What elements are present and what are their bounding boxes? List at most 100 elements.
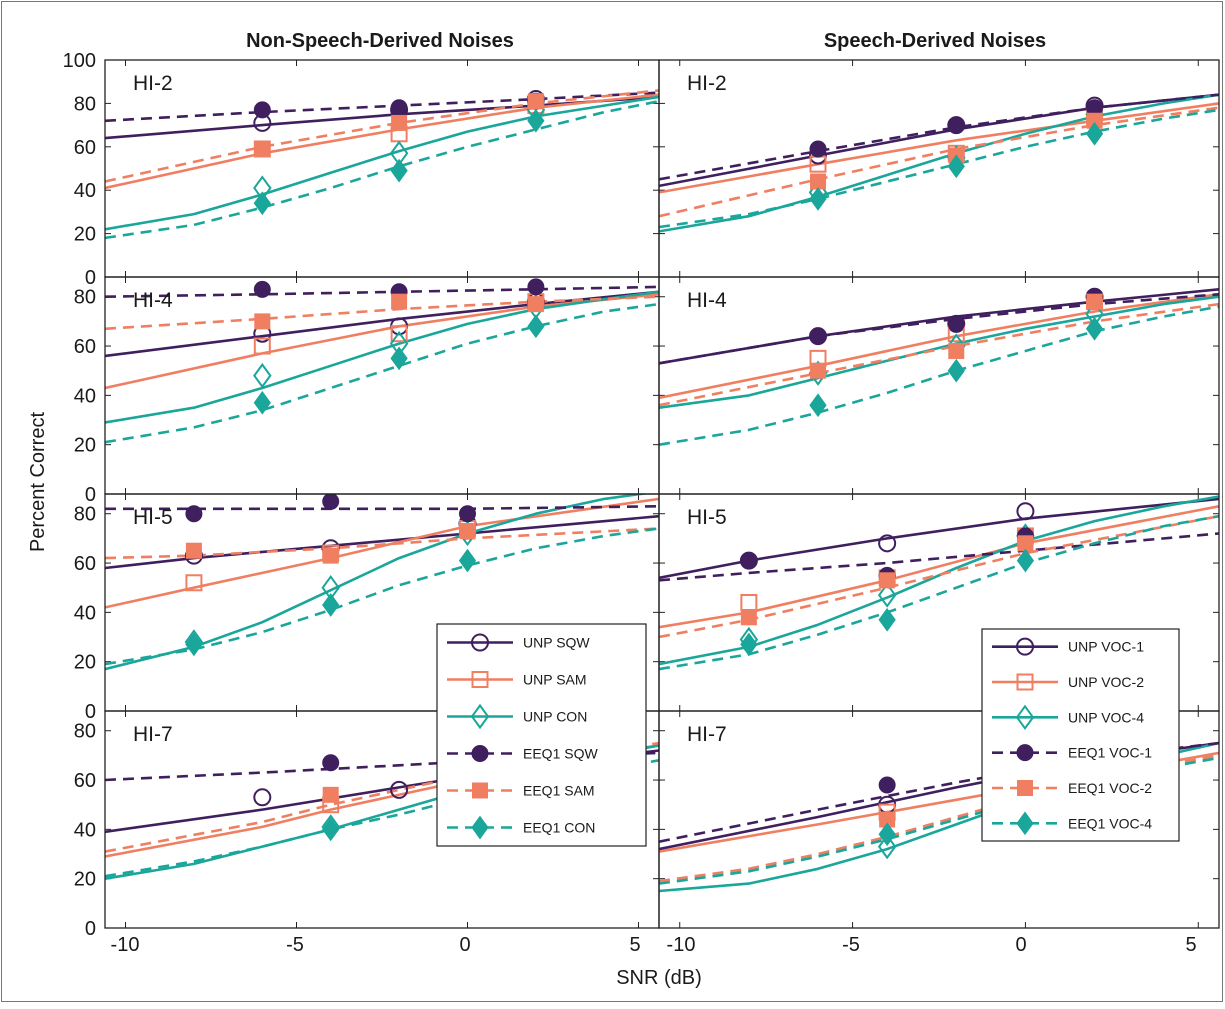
legend-label: UNP SQW <box>523 635 590 651</box>
panel-markers <box>253 278 546 415</box>
data-point <box>253 788 272 807</box>
data-point <box>391 293 408 310</box>
data-point <box>527 93 544 110</box>
legend-marker <box>470 703 490 730</box>
data-point <box>390 346 408 371</box>
x-tick-label: -10 <box>667 934 696 956</box>
y-tick-label: 80 <box>74 93 96 115</box>
data-point <box>809 393 827 418</box>
y-tick-label: 20 <box>74 224 96 246</box>
data-point <box>947 315 965 333</box>
fit-line-eeq1-voc-2 <box>659 302 1219 407</box>
legend-label: EEQ1 VOC-4 <box>1068 815 1152 831</box>
y-tick-label: 100 <box>63 50 96 72</box>
data-point <box>253 337 271 355</box>
panel-label: HI-5 <box>687 506 727 529</box>
data-point <box>459 522 476 539</box>
data-point <box>947 154 965 179</box>
panel-label: HI-2 <box>687 72 727 95</box>
legend-marker <box>471 671 489 688</box>
data-point <box>1085 121 1104 146</box>
legend-label: UNP VOC-2 <box>1068 674 1144 690</box>
data-point <box>254 313 271 330</box>
data-point <box>390 325 408 343</box>
panel-label: HI-4 <box>133 289 173 312</box>
data-point <box>1017 535 1034 552</box>
panel-label: HI-5 <box>133 506 173 529</box>
legend-marker <box>1017 780 1033 796</box>
legend-non-speech: UNP SQW UNP SAM UNP CON EEQ1 SQW EEQ1 SAM EEQ… <box>436 623 647 847</box>
y-tick-label: 60 <box>74 137 96 159</box>
panel-hi-4-speech <box>659 287 1219 446</box>
legend-label: EEQ1 SQW <box>523 746 598 762</box>
column-title-left: Non-Speech-Derived Noises <box>246 30 514 52</box>
data-point <box>809 327 827 345</box>
data-point <box>878 534 897 553</box>
legend-label: UNP VOC-1 <box>1068 639 1144 655</box>
panel-markers <box>808 96 1104 211</box>
panel-hi-2-non-speech <box>105 89 659 240</box>
data-point <box>810 362 827 379</box>
data-point <box>322 786 339 803</box>
legend-marker <box>1015 704 1035 731</box>
data-point <box>185 542 202 559</box>
legend-marker <box>471 815 489 840</box>
fit-line-eeq1-con <box>105 527 659 666</box>
y-tick-label: 80 <box>74 504 96 526</box>
legend-marker <box>472 782 488 799</box>
data-point <box>948 342 965 359</box>
y-tick-label: 40 <box>74 602 96 624</box>
data-point <box>254 140 271 157</box>
data-point <box>809 140 827 158</box>
fit-line-eeq1-con <box>105 302 659 444</box>
panel-markers <box>184 494 477 657</box>
legend-label: EEQ1 VOC-1 <box>1068 745 1152 761</box>
data-point <box>878 776 896 794</box>
y-tick-label: 60 <box>74 770 96 792</box>
fit-line-unp-con <box>105 290 659 424</box>
legend-marker <box>1016 637 1034 656</box>
data-point <box>458 505 476 523</box>
legend-marker <box>471 633 489 652</box>
y-tick-label: 40 <box>74 385 96 407</box>
legend-marker <box>1016 673 1034 691</box>
y-tick-label: 40 <box>74 819 96 841</box>
data-point <box>947 358 965 383</box>
data-point <box>322 593 340 617</box>
y-tick-label: 80 <box>74 287 96 309</box>
x-tick-label: 5 <box>1185 934 1196 956</box>
legend-marker <box>471 745 489 762</box>
fit-line-unp-voc-1 <box>659 497 1219 580</box>
legend-box <box>981 628 1180 842</box>
fit-line-unp-con <box>105 95 659 231</box>
fit-line-eeq1-voc-1 <box>659 741 1219 843</box>
fit-line-eeq1-voc-2 <box>659 514 1219 639</box>
panel-label: HI-7 <box>133 723 173 746</box>
data-point <box>390 158 408 183</box>
legend-speech: UNP VOC-1 UNP VOC-2 UNP VOC-4 EEQ1 VOC-1 EEQ… <box>981 628 1180 842</box>
fit-line-eeq1-voc-4 <box>659 108 1219 229</box>
x-axis-label: SNR (dB) <box>616 967 702 989</box>
data-point <box>185 574 203 592</box>
fit-line-eeq1-sqw <box>105 505 659 511</box>
data-point <box>322 547 339 564</box>
data-point <box>390 780 409 799</box>
legend-label: UNP VOC-4 <box>1068 709 1144 725</box>
fit-line-eeq1-voc-4 <box>659 514 1219 671</box>
fit-line-unp-voc-2 <box>659 102 1219 194</box>
legend-box <box>436 623 647 847</box>
y-tick-label: 60 <box>74 553 96 575</box>
data-point <box>1016 502 1035 521</box>
y-tick-label: 80 <box>74 721 96 743</box>
y-tick-label: 0 <box>85 267 96 289</box>
data-point <box>878 607 896 632</box>
x-tick-label: 0 <box>459 934 470 956</box>
panel-label: HI-7 <box>687 723 727 746</box>
panel-hi-2-speech <box>659 93 1219 233</box>
data-point <box>879 572 896 589</box>
data-point <box>322 817 340 842</box>
data-point <box>390 99 408 117</box>
panel-hi-5-non-speech <box>105 494 659 671</box>
